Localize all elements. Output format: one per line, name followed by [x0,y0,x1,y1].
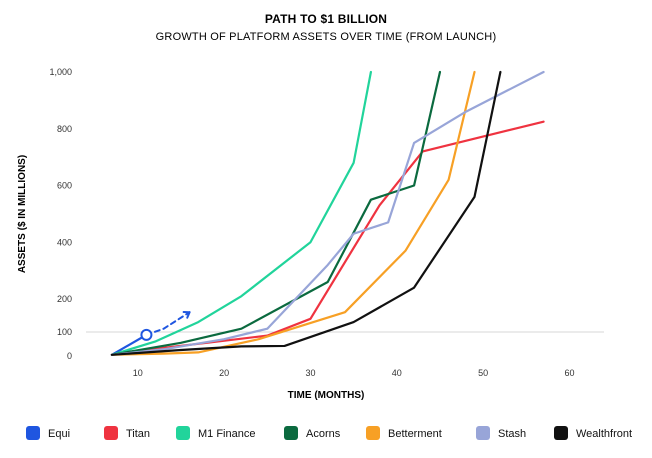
ticks-layer: 0 100 200 400 600 800 1,000 10 20 30 40 50 60 [49,67,604,378]
y-tick-label: 400 [57,237,72,247]
legend: Equi Titan M1 Finance Acorns Betterment Stash… [26,426,632,440]
legend-label-betterment: Betterment [388,428,442,440]
legend-label-equi: Equi [48,428,70,440]
y-tick-label: 800 [57,124,72,134]
series-line-m1-finance [110,70,372,356]
series-line-equi [110,333,148,356]
legend-swatch-betterment [366,426,380,440]
y-axis-label: ASSETS ($ IN MILLIONS) [17,155,28,273]
series-line-titan [110,120,545,356]
series-line-stash [110,70,545,356]
series-line-wealthfront [110,70,502,356]
legend-swatch-m1-finance [176,426,190,440]
series-line-acorns [110,70,442,356]
x-tick-label: 10 [133,368,143,378]
y-tick-label: 200 [57,294,72,304]
legend-swatch-wealthfront [554,426,568,440]
series-line-betterment [110,70,476,356]
y-tick-label: 1,000 [49,67,72,77]
legend-label-m1-finance: M1 Finance [198,428,255,440]
chart-subtitle: GROWTH OF PLATFORM ASSETS OVER TIME (FRO… [156,31,497,43]
legend-label-stash: Stash [498,428,526,440]
legend-label-wealthfront: Wealthfront [576,428,632,440]
legend-swatch-acorns [284,426,298,440]
legend-swatch-equi [26,426,40,440]
legend-swatch-titan [104,426,118,440]
projection-line-equi [145,311,191,336]
y-tick-label: 600 [57,181,72,191]
chart-title: PATH TO $1 BILLION [265,12,387,26]
x-tick-label: 40 [392,368,402,378]
x-tick-label: 30 [305,368,315,378]
x-tick-label: 60 [564,368,574,378]
y-tick-label: 100 [57,327,72,337]
legend-label-acorns: Acorns [306,428,341,440]
series-endpoint-equi [140,328,153,341]
x-axis-label: TIME (MONTHS) [288,390,365,401]
x-tick-label: 20 [219,368,229,378]
legend-swatch-stash [476,426,490,440]
y-tick-label: 0 [67,351,72,361]
legend-label-titan: Titan [126,428,150,440]
x-tick-label: 50 [478,368,488,378]
projection-arrow-equi [182,311,191,319]
lines-layer [110,70,545,356]
